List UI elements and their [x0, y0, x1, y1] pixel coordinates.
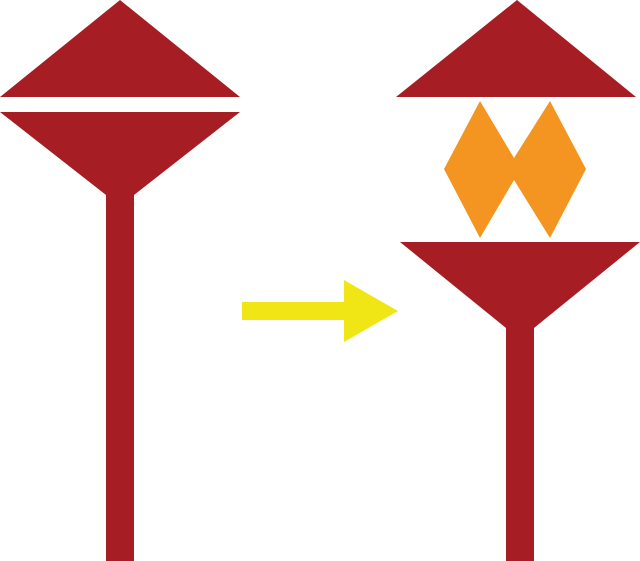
right-top-triangle: [396, 0, 636, 97]
arrow-head-icon: [344, 280, 398, 342]
right-stem: [506, 326, 534, 561]
flame-lower: [444, 169, 586, 238]
right-bottom-funnel: [400, 242, 640, 328]
arrow-shaft: [242, 302, 348, 320]
left-top-triangle: [0, 0, 240, 97]
transition-arrow: [242, 280, 398, 342]
left-figure-closed: [0, 0, 240, 561]
right-figure-open: [396, 0, 640, 561]
flame-upper: [444, 101, 586, 169]
left-bottom-funnel: [0, 112, 240, 195]
flame: [444, 101, 586, 238]
left-stem: [106, 193, 134, 561]
